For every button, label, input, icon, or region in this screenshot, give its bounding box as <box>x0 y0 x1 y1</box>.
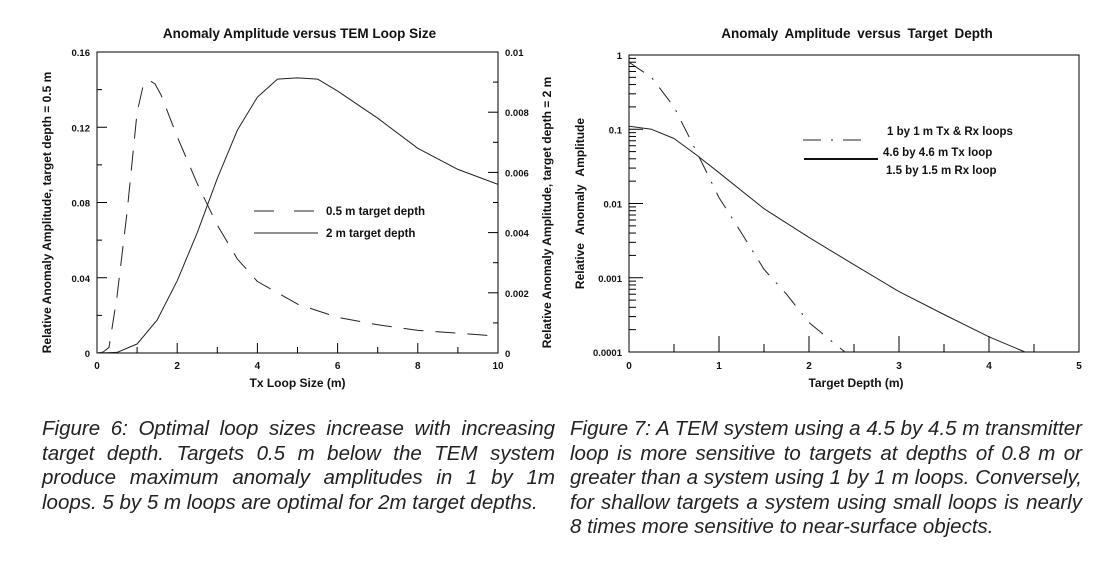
y2-tick-label: 0.008 <box>505 108 529 119</box>
legend-label-2-1: 1 by 1 m Tx & Rx loops <box>887 126 1013 138</box>
y2-axis-label: Relative Anomaly Amplitude, target depth… <box>540 77 554 349</box>
y2-tick-label: 0 <box>505 349 510 360</box>
series-line-2 <box>96 77 499 354</box>
figure-7-caption: Figure 7: A TEM system using a 4.5 by 4.… <box>570 417 1082 538</box>
x-tick-label-2: 5 <box>1076 361 1082 372</box>
y-tick-label: 0 <box>85 349 90 360</box>
y-tick-label-2: 0.01 <box>604 200 623 211</box>
legend-label-2-2b: 1.5 by 1.5 m Rx loop <box>886 165 997 177</box>
y2-tick-label: 0.002 <box>505 289 529 300</box>
y-tick-label-2: 0.1 <box>609 125 623 136</box>
y-tick-label: 0.08 <box>72 199 91 210</box>
legend-label-2: 2 m target depth <box>326 228 415 240</box>
y-tick-label: 0.12 <box>72 123 91 134</box>
legend-label-2-2a: 4.6 by 4.6 m Tx loop <box>883 147 992 159</box>
x-tick-label-2: 2 <box>806 361 812 372</box>
figure-6-caption: Figure 6: Optimal loop sizes increase wi… <box>42 417 555 514</box>
x-tick-label-2: 3 <box>896 361 902 372</box>
chart-title-2: Anomaly Amplitude versus Target Depth <box>721 26 993 41</box>
x-tick-label: 4 <box>255 361 261 372</box>
series-line-2-2 <box>628 125 1026 353</box>
y-tick-label-2: 1 <box>617 51 623 62</box>
y-tick-label-2: 0.0001 <box>593 348 623 359</box>
x-axis-label: Tx Loop Size (m) <box>250 376 346 390</box>
y-tick-label: 0.04 <box>72 274 91 285</box>
x-tick-label-2: 0 <box>626 361 632 372</box>
x-tick-label: 8 <box>415 361 421 372</box>
x-tick-label: 2 <box>174 361 180 372</box>
x-tick-label: 6 <box>335 361 341 372</box>
y-tick-label: 0.16 <box>72 48 91 59</box>
x-axis-label-2: Target Depth (m) <box>808 376 903 390</box>
x-tick-label-2: 4 <box>986 361 992 372</box>
x-tick-label: 10 <box>492 361 504 372</box>
plot-frame-2 <box>628 54 1080 353</box>
series-line-2-1 <box>628 61 846 353</box>
x-tick-label-2: 1 <box>716 361 722 372</box>
legend-label-1: 0.5 m target depth <box>326 206 425 218</box>
plot-frame <box>96 51 499 354</box>
y-axis-label: Relative Anomaly Amplitude, target depth… <box>40 72 54 354</box>
y2-tick-label: 0.01 <box>505 48 524 59</box>
series-line-1 <box>96 79 499 354</box>
y-axis-label-2: Relative Anomaly Amplitude <box>573 118 587 289</box>
x-tick-label: 0 <box>94 361 100 372</box>
y2-tick-label: 0.006 <box>505 168 529 179</box>
y2-tick-label: 0.004 <box>505 229 529 240</box>
chart-title: Anomaly Amplitude versus TEM Loop Size <box>163 26 437 41</box>
y-tick-label-2: 0.001 <box>598 274 622 285</box>
